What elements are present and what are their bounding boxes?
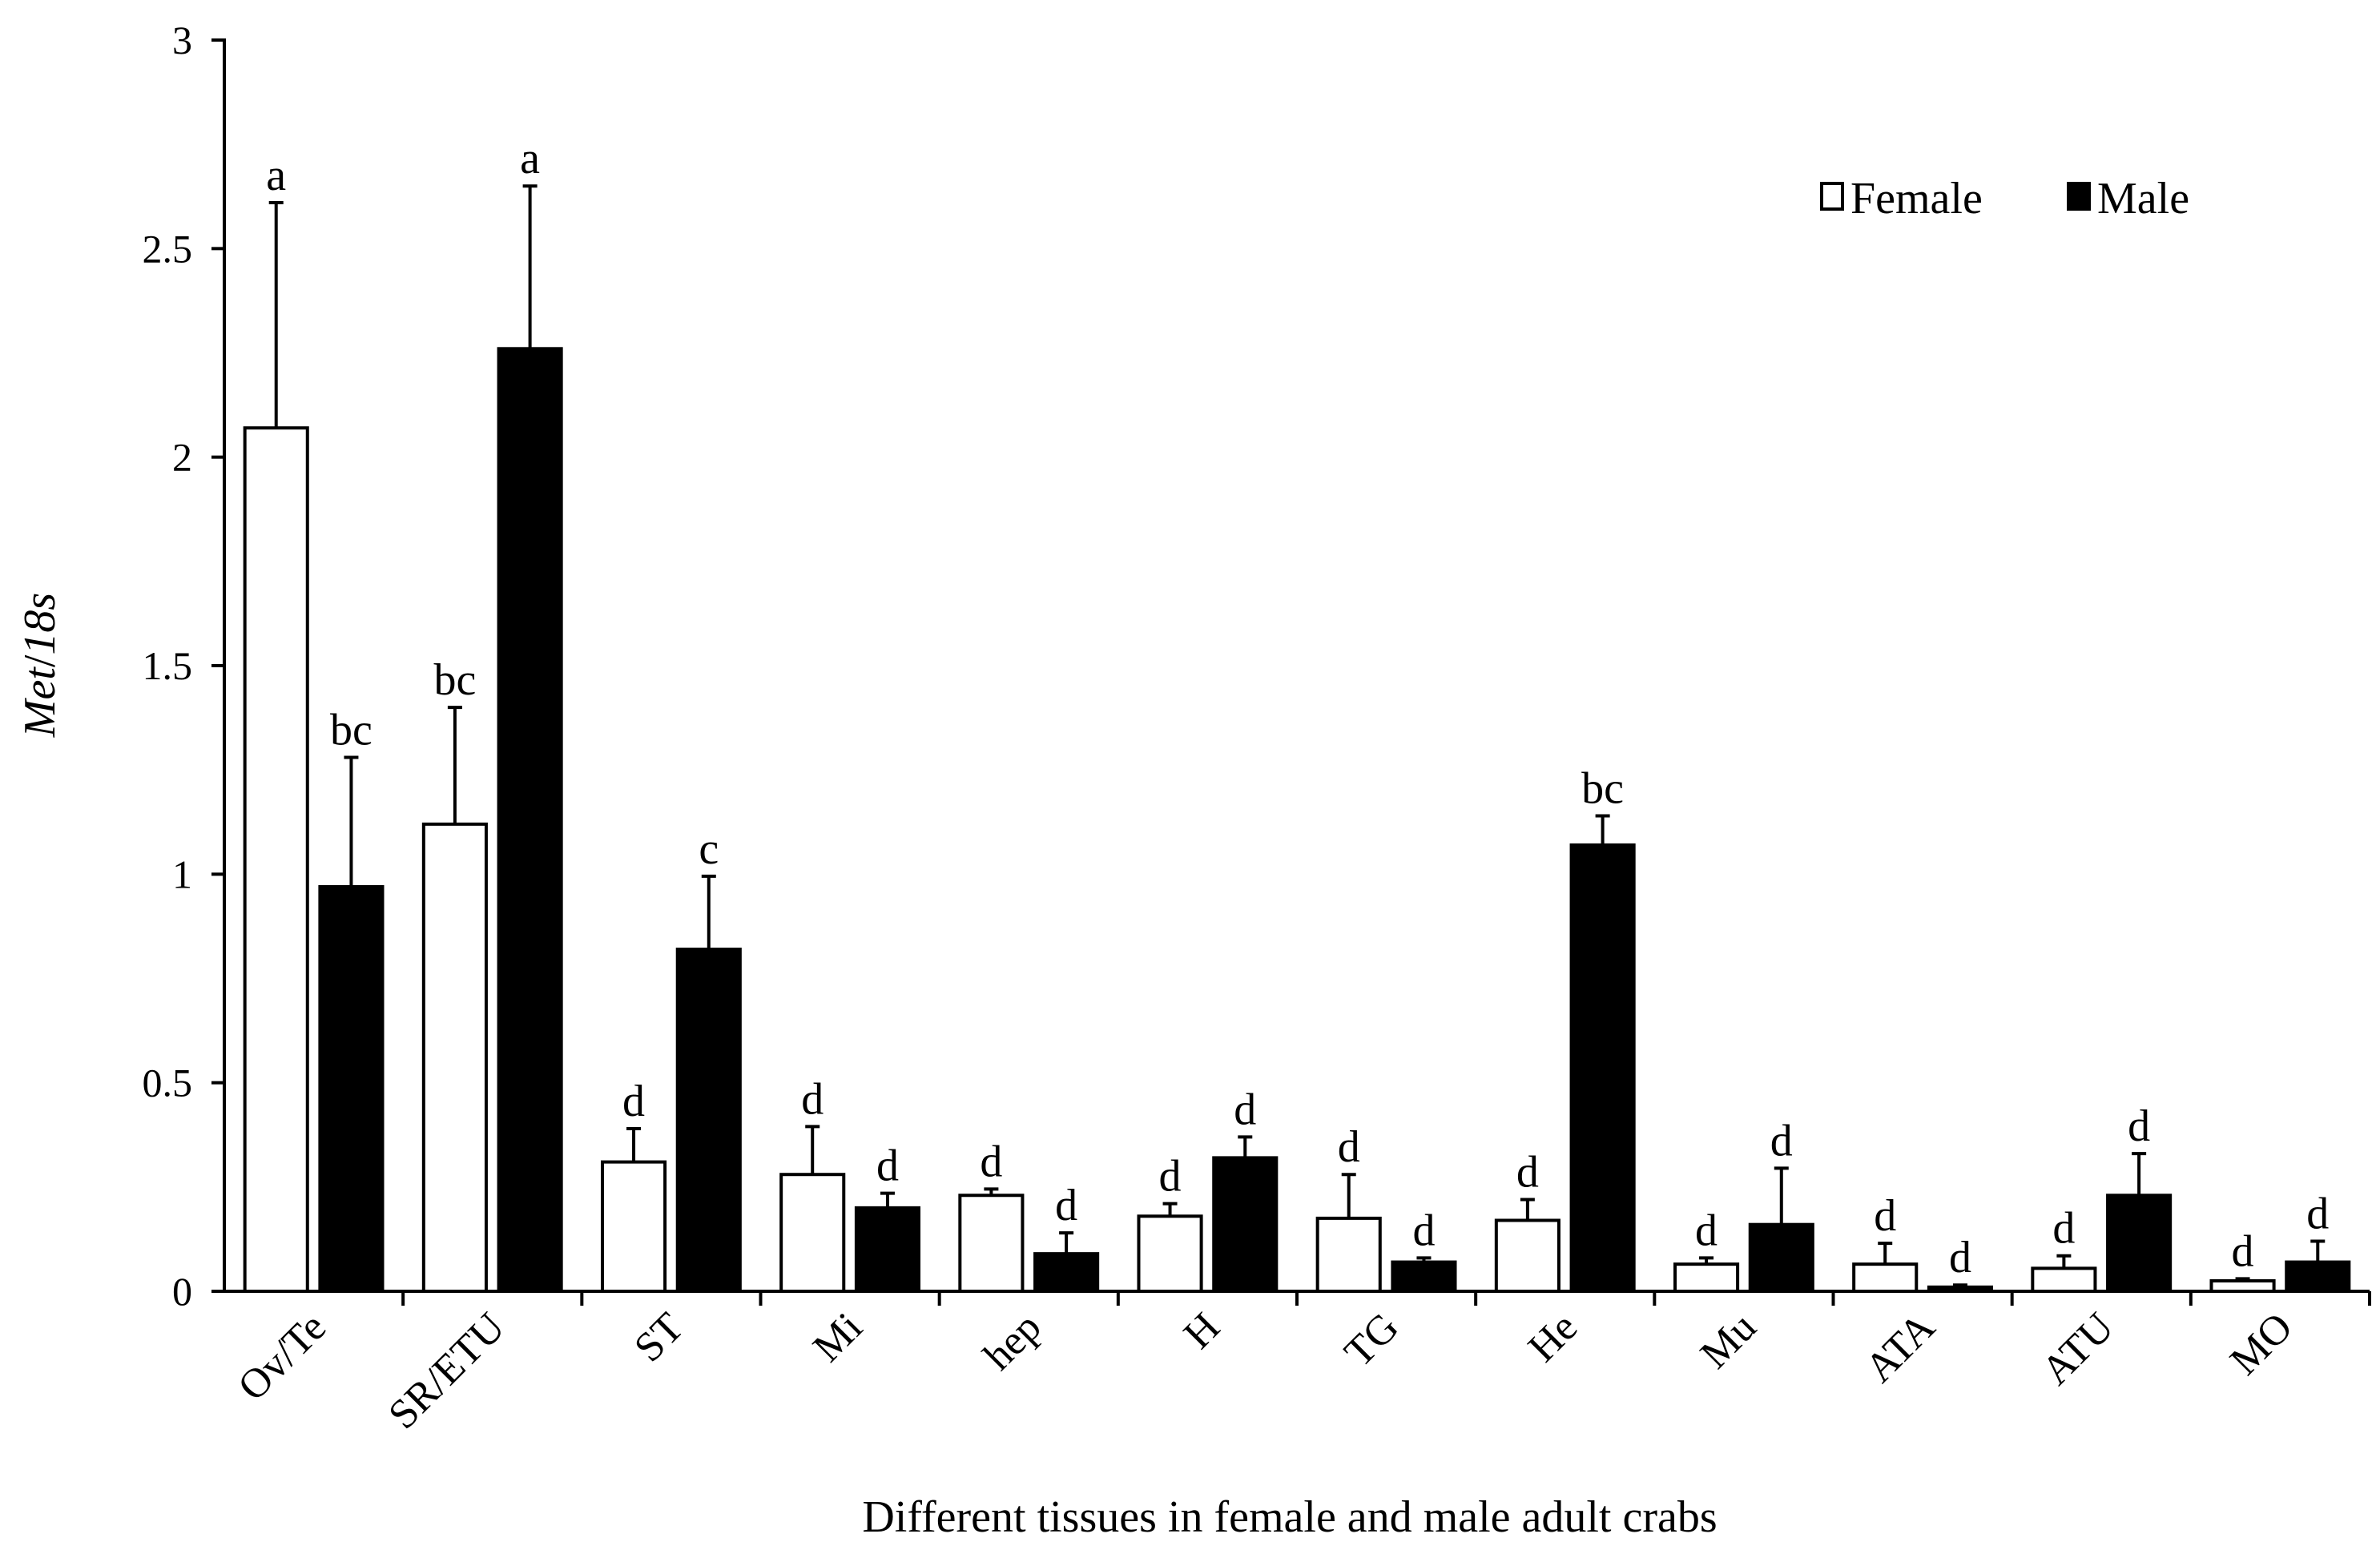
x-axis-title: Different tissues in female and male adu… xyxy=(862,1492,1717,1542)
category-label: ATA xyxy=(1857,1304,1944,1391)
significance-labels: a bc d d d d d d d d d d bc a c d d d d bc d d d d xyxy=(266,134,2329,1282)
category-label: SR/ETU xyxy=(380,1304,513,1438)
significance-label-female: d xyxy=(1338,1122,1360,1172)
bar-female xyxy=(779,1173,846,1294)
axes xyxy=(223,38,2370,1293)
significance-label-female: bc xyxy=(433,655,476,705)
bar-male xyxy=(675,948,742,1293)
significance-label-female: d xyxy=(801,1074,824,1124)
y-tick-label: 2 xyxy=(172,435,192,480)
significance-label-male: d xyxy=(1949,1233,1971,1282)
bar-male xyxy=(497,347,563,1293)
category-label: ST xyxy=(626,1304,692,1371)
bar-male xyxy=(1569,843,1636,1294)
legend: Female Male xyxy=(1820,174,2189,223)
significance-label-female: d xyxy=(1874,1191,1896,1241)
significance-label-female: d xyxy=(1516,1147,1539,1197)
legend-female-label: Female xyxy=(1850,174,1983,223)
bar-female xyxy=(421,822,488,1294)
significance-label-male: bc xyxy=(330,706,373,755)
bar-male xyxy=(2285,1260,2351,1294)
category-label: Ov/Te xyxy=(229,1304,335,1410)
bar-male xyxy=(2106,1194,2173,1294)
significance-label-male: a xyxy=(520,134,540,183)
y-tick-label: 1 xyxy=(172,851,192,896)
bar-female xyxy=(1852,1262,1919,1293)
significance-label-female: d xyxy=(622,1077,645,1126)
category-label: He xyxy=(1520,1304,1586,1371)
bar-male xyxy=(1212,1156,1279,1294)
x-axis-category-labels: Ov/Te SR/ETU ST Mi hep H TG He Mu ATA ATU MO xyxy=(229,1304,2301,1438)
legend-male-label: Male xyxy=(2097,174,2189,223)
category-label: TG xyxy=(1336,1304,1407,1375)
legend-female-swatch xyxy=(1820,182,1844,211)
significance-label-female: d xyxy=(2052,1204,2075,1254)
bar-male xyxy=(1391,1260,1457,1294)
category-label: ATU xyxy=(2033,1304,2123,1394)
significance-label-male: d xyxy=(1234,1085,1256,1134)
bar-female xyxy=(2031,1266,2097,1293)
category-label: hep xyxy=(975,1304,1049,1379)
bar-female xyxy=(1494,1218,1560,1294)
significance-label-male: d xyxy=(1770,1116,1793,1166)
significance-label-female: d xyxy=(980,1137,1002,1186)
y-tick-label: 1.5 xyxy=(143,643,193,688)
category-label: Mu xyxy=(1692,1304,1765,1377)
y-tick-label: 2.5 xyxy=(143,226,193,271)
significance-label-female: d xyxy=(1695,1206,1718,1255)
y-tick-label: 0 xyxy=(172,1269,192,1314)
bar-male xyxy=(318,884,385,1294)
y-axis-title-gene: Met xyxy=(15,666,65,739)
bar-female xyxy=(243,426,309,1293)
category-label: Mi xyxy=(804,1304,871,1371)
bar-female xyxy=(1315,1216,1382,1293)
y-axis-title-slash: / xyxy=(15,654,65,667)
significance-label-male: d xyxy=(876,1141,899,1191)
y-axis-ticks: 0 0.5 1 1.5 2 2.5 3 xyxy=(143,18,224,1314)
significance-label-male: d xyxy=(2128,1101,2150,1151)
y-tick-label: 3 xyxy=(172,18,192,62)
significance-label-female: d xyxy=(1159,1152,1182,1202)
x-axis-ticks xyxy=(401,1291,2371,1306)
category-label: MO xyxy=(2221,1304,2301,1384)
y-tick-label: 0.5 xyxy=(143,1061,193,1105)
bar-male xyxy=(1033,1252,1100,1294)
significance-label-female: d xyxy=(2232,1226,2254,1276)
bar-female xyxy=(1137,1214,1203,1294)
bar-male xyxy=(1748,1222,1814,1294)
bar-female xyxy=(1673,1262,1740,1293)
significance-label-male: c xyxy=(699,824,719,874)
bar-male xyxy=(854,1206,921,1294)
bar-female xyxy=(958,1194,1025,1294)
significance-label-male: d xyxy=(2306,1190,2329,1239)
significance-label-male: d xyxy=(1412,1206,1435,1255)
bars xyxy=(243,184,2351,1294)
bar-female xyxy=(600,1160,667,1294)
category-label: H xyxy=(1175,1304,1229,1358)
y-axis-title-reference: 18s xyxy=(15,593,65,655)
significance-label-female: a xyxy=(266,151,286,200)
y-axis-title: Met/18s xyxy=(15,593,65,738)
legend-male-swatch xyxy=(2067,182,2091,211)
significance-label-male: bc xyxy=(1581,763,1624,813)
significance-label-male: d xyxy=(1055,1181,1077,1230)
